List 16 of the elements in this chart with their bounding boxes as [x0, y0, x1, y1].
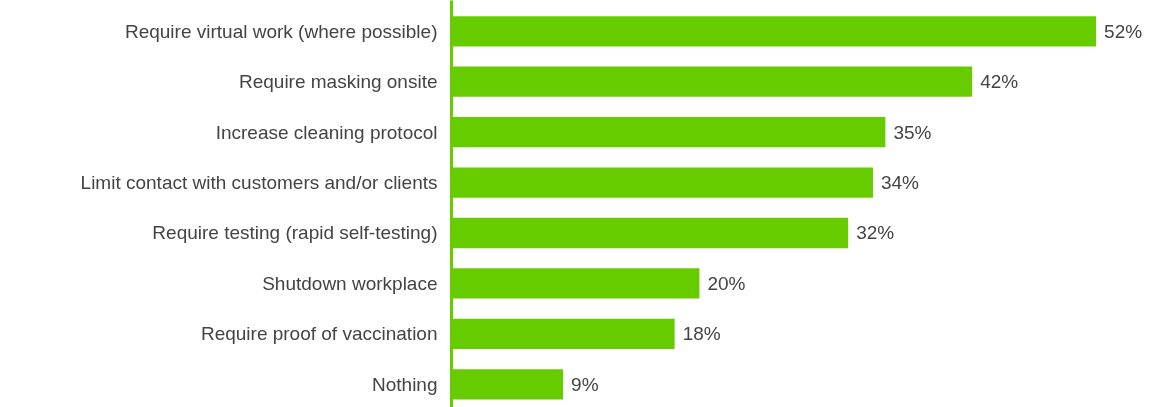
data-label: 42%: [980, 71, 1019, 93]
data-label: 20%: [707, 272, 746, 294]
y-tick-label: Require testing (rapid self-testing): [152, 222, 438, 244]
y-tick-label: Require virtual work (where possible): [124, 20, 438, 42]
data-label: 32%: [856, 222, 895, 244]
y-tick-label: Require masking onsite: [238, 71, 438, 93]
data-label: 52%: [1104, 20, 1143, 42]
data-label: 34%: [880, 172, 920, 194]
y-tick-label: Shutdown workplace: [262, 272, 438, 294]
data-label: 9%: [571, 373, 599, 395]
data-label: 35%: [893, 121, 932, 143]
y-tick-label: Nothing: [372, 373, 438, 395]
y-tick-label: Increase cleaning protocol: [215, 121, 438, 143]
y-tick-label: Require proof of vaccination: [200, 323, 438, 345]
data-label: 18%: [682, 323, 721, 345]
y-tick-label: Limit contact with customers and/or clients: [80, 172, 438, 194]
